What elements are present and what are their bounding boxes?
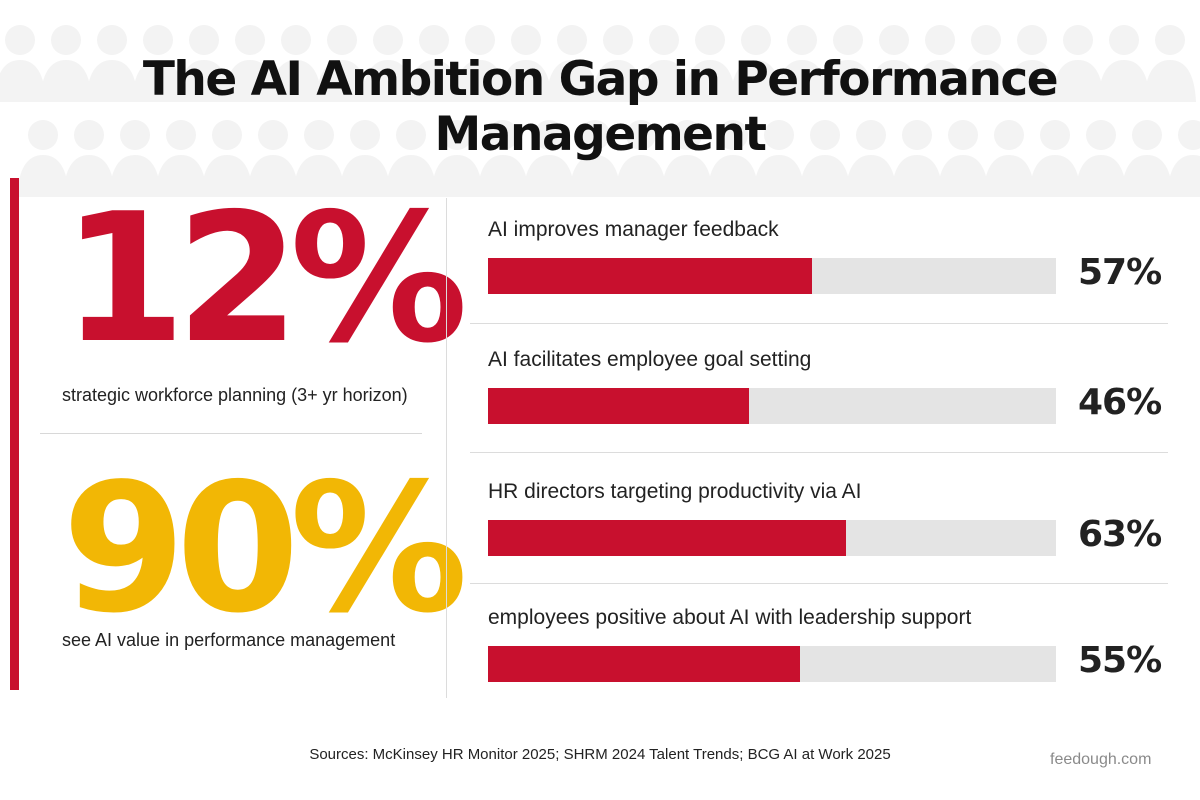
left-divider (40, 433, 422, 434)
row-divider (470, 323, 1168, 324)
bar-track (488, 646, 1056, 682)
highlight-stat-2: 90% (62, 445, 468, 652)
bar-row-2: AI facilitates employee goal setting 46% (488, 348, 1168, 468)
highlight-caption-1: strategic workforce planning (3+ yr hori… (62, 385, 408, 405)
bar-row-4: employees positive about AI with leaders… (488, 606, 1168, 726)
bar-value-label: 46% (1078, 382, 1162, 423)
bar (488, 388, 750, 424)
accent-bar (10, 178, 19, 690)
row-divider (470, 452, 1168, 453)
bar-label: HR directors targeting productivity via … (488, 480, 862, 503)
watermark: feedough.com (1050, 751, 1152, 768)
vertical-divider (446, 198, 447, 698)
bar-track (488, 388, 1056, 424)
bar (488, 258, 812, 294)
sources-footnote: Sources: McKinsey HR Monitor 2025; SHRM … (309, 746, 891, 763)
highlight-caption-2: see AI value in performance management (62, 630, 396, 650)
bar (488, 520, 846, 556)
chart-title: The AI Ambition Gap in Performance Manag… (142, 52, 1059, 162)
row-divider (470, 583, 1168, 584)
bar-value-label: 55% (1078, 640, 1162, 681)
bar-row-1: AI improves manager feedback 57% (488, 218, 1168, 338)
bar-label: AI facilitates employee goal setting (488, 348, 812, 371)
bar-label: AI improves manager feedback (488, 218, 779, 241)
bar-track (488, 520, 1056, 556)
bar-row-3: HR directors targeting productivity via … (488, 480, 1168, 600)
highlight-stat-1: 12% (62, 175, 468, 382)
bar-label: employees positive about AI with leaders… (488, 606, 972, 629)
bar (488, 646, 801, 682)
bar-track (488, 258, 1056, 294)
bar-value-label: 57% (1078, 252, 1162, 293)
bar-value-label: 63% (1078, 514, 1162, 555)
